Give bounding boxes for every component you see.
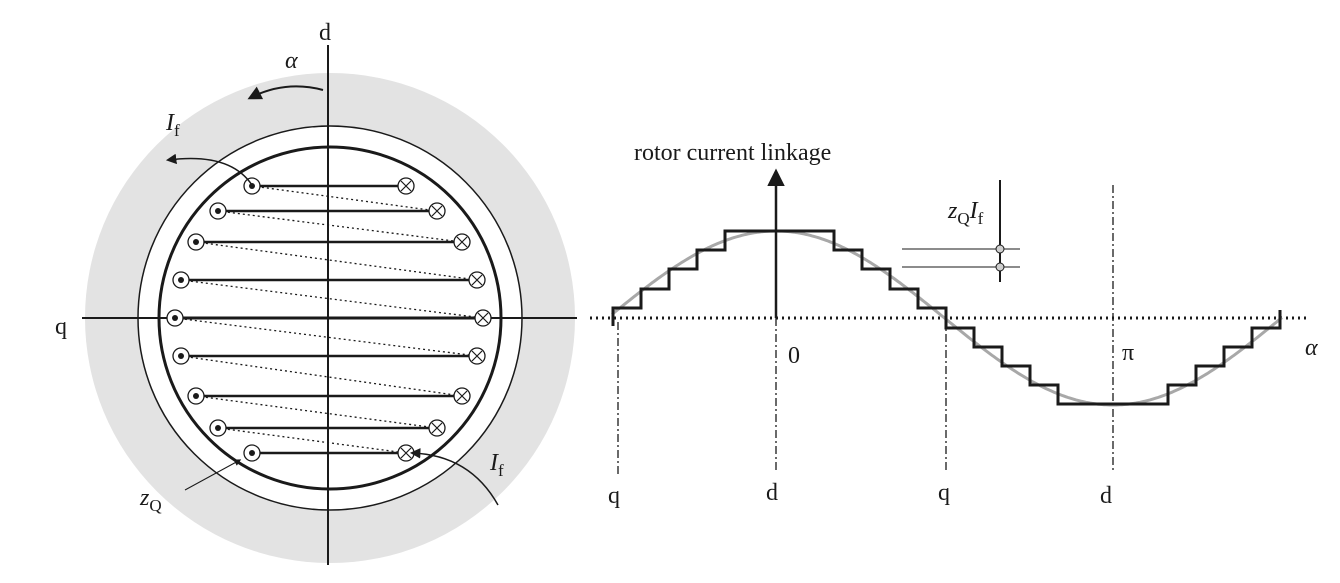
d-axis-label-top: d: [319, 20, 331, 46]
coil-return-link: [251, 185, 438, 212]
conductor-cross-mark: [471, 350, 483, 362]
conductor-cross-mark: [431, 205, 443, 217]
rotor-cross-section: d q α If If zQ: [55, 20, 577, 565]
bottom-label-q-2: q: [938, 480, 950, 506]
conductor-dot-center: [178, 277, 184, 283]
coil-return-link: [195, 241, 478, 281]
current-linkage-plot: rotor current linkage zQIf 0 π α q d q d: [590, 140, 1318, 509]
conductor-dot-center: [193, 239, 199, 245]
conductor-cross-mark: [431, 422, 443, 434]
conductor-cross-mark: [400, 180, 412, 192]
step-size-indicator: [902, 180, 1020, 282]
conductor-dot-center: [249, 450, 255, 456]
coil-return-link: [180, 355, 463, 397]
coil-return-link: [217, 427, 407, 454]
bottom-label-d-2: d: [1100, 483, 1112, 509]
coil-return-link: [180, 279, 484, 319]
coil-return-link: [217, 210, 463, 243]
conductor-dot-center: [172, 315, 178, 321]
conductor-cross-mark: [477, 312, 489, 324]
conductor-count-label: zQ: [139, 485, 162, 515]
conductor-dot-center: [215, 425, 221, 431]
coil-return-link: [195, 395, 438, 429]
conductor-count-pointer: [184, 459, 242, 491]
rotation-arrow: [247, 85, 324, 100]
alpha-axis-label: α: [1305, 335, 1318, 361]
conductor-cross-mark: [471, 274, 483, 286]
staircase-linkage-curve: [611, 229, 1282, 406]
field-current-label-top: If: [165, 110, 180, 140]
conductor-cross-mark: [400, 447, 412, 459]
y-axis-title: rotor current linkage: [634, 140, 831, 166]
field-current-arrow-bottom: [409, 448, 499, 506]
conductor-cross-mark: [456, 236, 468, 248]
field-current-label-bottom: If: [489, 450, 504, 480]
q-axis-label-left: q: [55, 314, 67, 340]
pi-label: π: [1122, 340, 1134, 366]
conductor-dot-center: [193, 393, 199, 399]
field-current-arrow-top: [165, 153, 253, 186]
conductor-dot-center: [178, 353, 184, 359]
angle-alpha-label-left: α: [285, 48, 298, 74]
field-winding-coils: [166, 177, 492, 462]
coil-return-link: [174, 317, 478, 357]
bottom-label-d-1: d: [766, 480, 778, 506]
step-size-label: zQIf: [947, 198, 984, 228]
conductor-dot-center: [249, 183, 255, 189]
origin-label: 0: [788, 343, 800, 369]
bottom-label-q-1: q: [608, 483, 620, 509]
conductor-dot-center: [215, 208, 221, 214]
conductor-cross-mark: [456, 390, 468, 402]
